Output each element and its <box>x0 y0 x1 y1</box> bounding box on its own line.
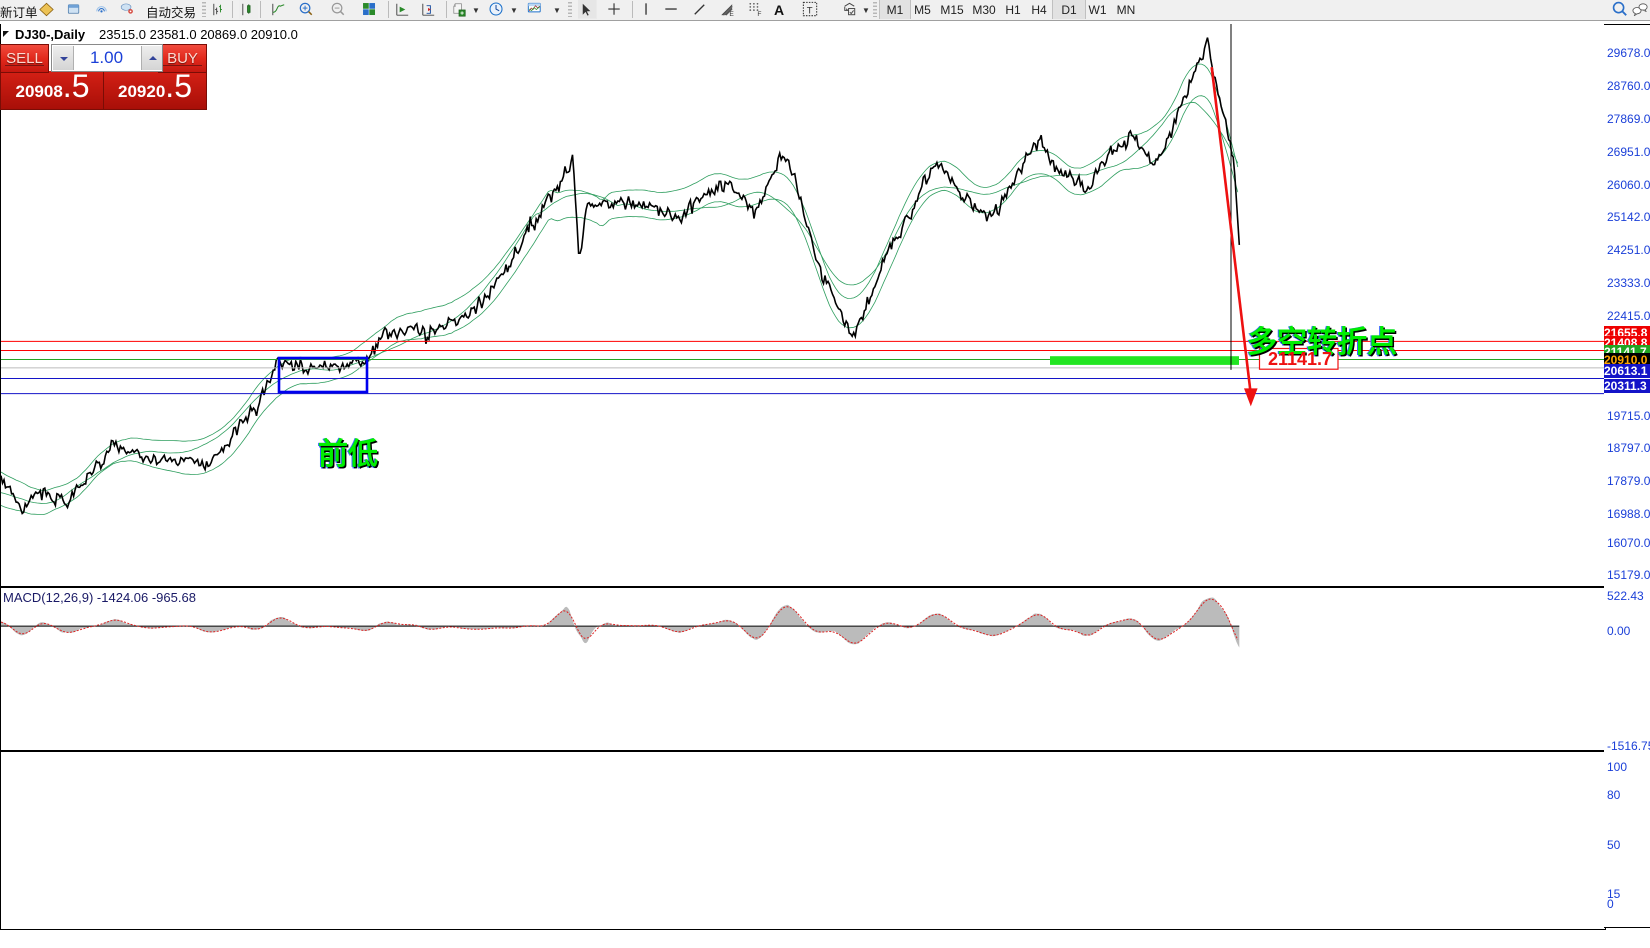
svg-text:E: E <box>729 11 734 18</box>
svg-text:T: T <box>807 5 813 16</box>
svg-text:F: F <box>757 11 761 18</box>
